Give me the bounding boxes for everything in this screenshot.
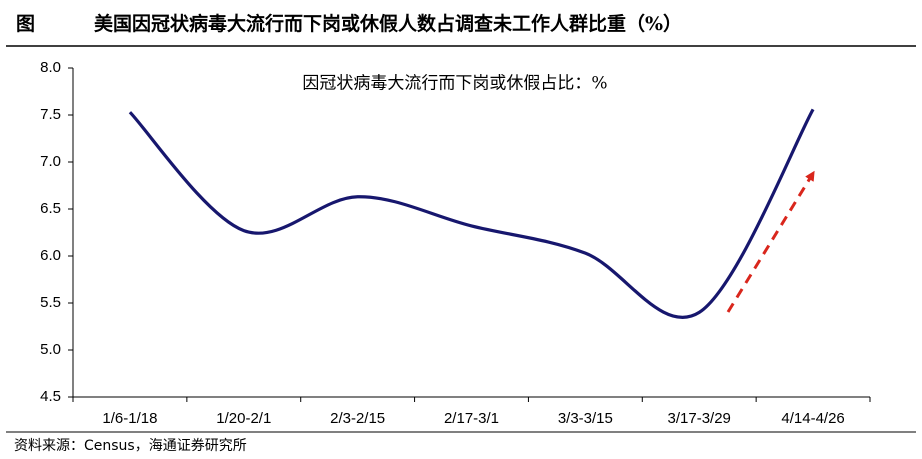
y-tick-label: 6.0 [40, 247, 61, 264]
x-tick-label: 3/3-3/15 [558, 410, 613, 427]
trend-arrow [726, 170, 815, 313]
y-tick-label: 7.0 [40, 153, 61, 170]
line-series [128, 108, 815, 320]
y-tick-label: 4.5 [40, 388, 61, 405]
x-tick-label: 4/14-4/26 [781, 410, 844, 427]
y-tick-label: 5.5 [40, 294, 61, 311]
x-tick-label: 2/17-3/1 [444, 410, 499, 427]
x-tick-label: 2/3-2/15 [330, 410, 385, 427]
y-tick-label: 6.5 [40, 200, 61, 217]
source: 资料来源：Census，海通证券研究所 [14, 438, 247, 454]
x-tick-label: 3/17-3/29 [668, 410, 731, 427]
y-tick-label: 8.0 [40, 59, 61, 76]
x-tick-label: 1/6-1/18 [102, 410, 157, 427]
chart-title: 美国因冠状病毒大流行而下岗或休假人数占调查未工作人群比重（%） [94, 12, 682, 35]
figure-label: 图 [16, 13, 35, 35]
x-tick-label: 1/20-2/1 [216, 410, 271, 427]
y-tick-label: 5.0 [40, 341, 61, 358]
legend-entry: 因冠状病毒大流行而下岗或休假占比：% [302, 74, 607, 94]
y-tick-label: 7.5 [40, 106, 61, 123]
